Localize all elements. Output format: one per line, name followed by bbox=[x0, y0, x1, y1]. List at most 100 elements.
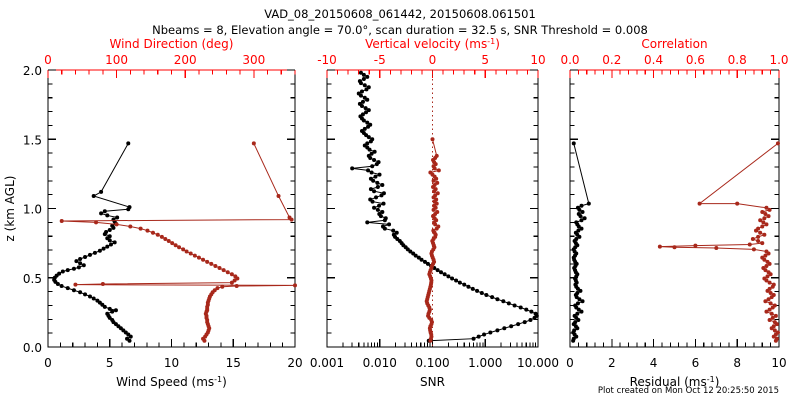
data-point bbox=[575, 205, 580, 210]
bottom-tick-label-3: 6 bbox=[692, 356, 700, 370]
top-tick-label-5: 1.0 bbox=[769, 53, 788, 67]
y-axis-label: z (km AGL) bbox=[3, 176, 17, 242]
data-point bbox=[225, 270, 230, 275]
panel-2: 0.001 0.010 0.100 1.000 10.000 SNR -10 -5 0 5 10 Ve… bbox=[310, 37, 559, 390]
panel-1-bottom-ticks: 0 5 10 15 20 Wind Speed (ms-1) bbox=[44, 339, 303, 390]
data-point bbox=[758, 218, 763, 223]
data-point bbox=[107, 306, 112, 311]
top-tick-label-0: -10 bbox=[317, 53, 337, 67]
data-point bbox=[586, 201, 591, 206]
data-point bbox=[693, 243, 698, 248]
data-point bbox=[758, 230, 763, 235]
bottom-tick-label-4: 8 bbox=[733, 356, 741, 370]
data-point bbox=[431, 228, 436, 233]
data-point bbox=[229, 280, 234, 285]
data-point bbox=[380, 182, 385, 187]
data-point bbox=[229, 272, 234, 277]
data-point bbox=[466, 284, 471, 289]
title-line-1: VAD_08_20150608_061442, 20150608.061501 bbox=[264, 7, 536, 21]
data-point bbox=[579, 309, 584, 314]
data-point bbox=[375, 185, 380, 190]
data-point bbox=[764, 249, 769, 254]
data-point bbox=[357, 79, 362, 84]
data-point bbox=[501, 299, 506, 304]
data-point bbox=[764, 309, 769, 314]
data-point bbox=[760, 255, 765, 260]
data-point bbox=[436, 224, 441, 229]
data-point bbox=[767, 286, 772, 291]
data-point bbox=[442, 272, 447, 277]
bottom-tick-label-4: 10.000 bbox=[517, 356, 559, 370]
data-point bbox=[580, 209, 585, 214]
data-point bbox=[350, 166, 355, 171]
data-point bbox=[377, 212, 382, 217]
data-point bbox=[763, 212, 768, 217]
bottom-tick-label-2: 10 bbox=[164, 356, 179, 370]
data-point bbox=[771, 282, 776, 287]
data-point bbox=[108, 242, 113, 247]
data-point bbox=[495, 328, 500, 333]
top-tick-label-1: 0.2 bbox=[602, 53, 621, 67]
panel-2-bottom-ticks: 0.001 0.010 0.100 1.000 10.000 SNR bbox=[310, 339, 559, 389]
data-point bbox=[760, 209, 765, 214]
data-point bbox=[522, 320, 527, 325]
data-point bbox=[166, 239, 171, 244]
data-point bbox=[104, 230, 109, 235]
data-point bbox=[457, 280, 462, 285]
series-residual bbox=[571, 141, 591, 343]
data-point bbox=[766, 270, 771, 275]
data-point bbox=[372, 149, 377, 154]
panel-2-top-ticks: -10 -5 0 5 10 Vertical velocity (ms-1) bbox=[317, 37, 546, 78]
y-tick-label-0: 0.0 bbox=[23, 341, 42, 355]
data-point bbox=[125, 336, 130, 341]
data-point bbox=[60, 269, 65, 274]
data-point bbox=[572, 328, 577, 333]
data-point bbox=[579, 203, 584, 208]
data-point bbox=[435, 180, 440, 185]
data-point bbox=[476, 334, 481, 339]
data-point bbox=[774, 336, 779, 341]
y-tick-label-1: 0.5 bbox=[23, 272, 42, 286]
y-axis: 0.0 0.5 1.0 1.5 2.0 z (km AGL) bbox=[3, 64, 295, 355]
data-point bbox=[170, 241, 175, 246]
panel-border bbox=[47, 70, 296, 348]
data-point bbox=[361, 77, 366, 81]
data-point bbox=[234, 284, 239, 289]
data-point bbox=[372, 189, 377, 194]
top-tick-label-4: 0.8 bbox=[728, 53, 747, 67]
data-point bbox=[368, 187, 373, 192]
data-point bbox=[99, 211, 104, 216]
data-point bbox=[766, 297, 771, 302]
data-point bbox=[78, 290, 83, 295]
bottom-tick-label-4: 20 bbox=[287, 356, 302, 370]
data-point bbox=[376, 160, 381, 165]
footer-text: Plot created on Mon Oct 12 20:25:50 2015 bbox=[598, 386, 779, 396]
panel-2-y-ticks bbox=[327, 69, 538, 348]
data-point bbox=[763, 299, 768, 304]
data-point bbox=[576, 228, 581, 233]
bottom-tick-label-3: 1.000 bbox=[468, 356, 502, 370]
bottom-axis-label: Wind Speed (ms-1) bbox=[116, 375, 227, 390]
data-point bbox=[155, 232, 160, 237]
data-point bbox=[509, 324, 514, 329]
data-point bbox=[145, 228, 150, 233]
data-point bbox=[105, 311, 110, 316]
data-point bbox=[387, 222, 392, 227]
data-point bbox=[765, 274, 770, 279]
data-point bbox=[735, 201, 740, 206]
data-point bbox=[771, 324, 776, 329]
data-point bbox=[574, 220, 579, 225]
data-point bbox=[766, 214, 771, 219]
data-point bbox=[751, 247, 756, 252]
data-point bbox=[87, 294, 92, 299]
data-point bbox=[99, 189, 104, 194]
data-point bbox=[761, 266, 766, 271]
series-wind-direction bbox=[59, 141, 297, 343]
data-point bbox=[502, 326, 507, 331]
data-point bbox=[110, 223, 115, 228]
data-point bbox=[217, 266, 222, 271]
data-point bbox=[747, 242, 752, 247]
data-point bbox=[110, 309, 115, 314]
